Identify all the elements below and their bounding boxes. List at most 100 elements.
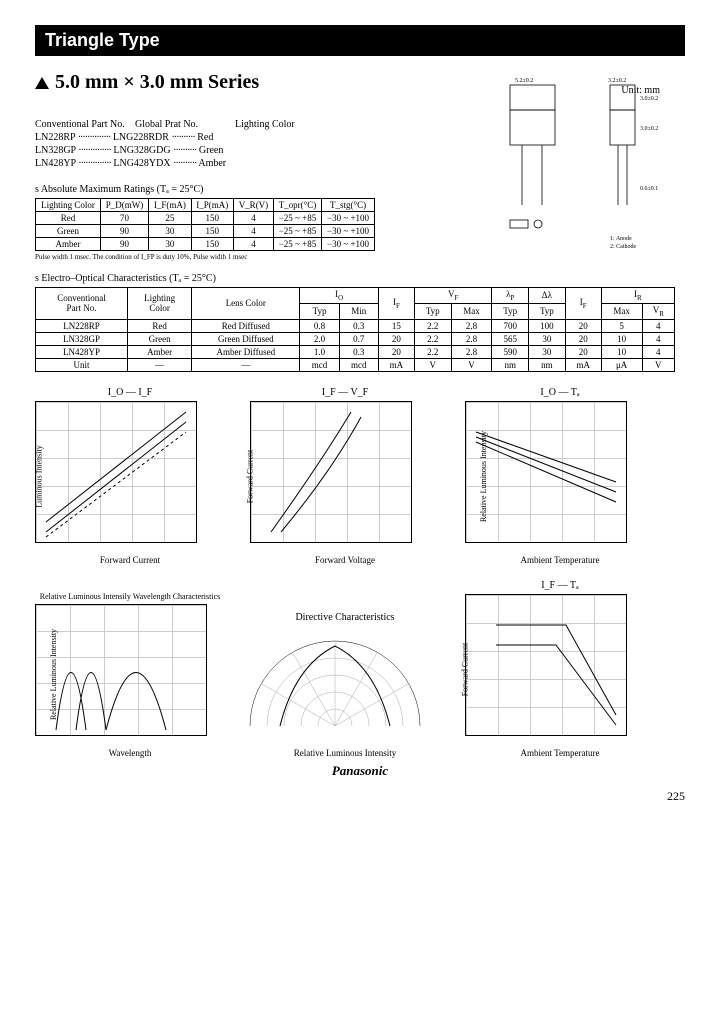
- eh5: VF: [414, 288, 491, 304]
- e10: LN328GP: [36, 332, 128, 345]
- chart-6: I_F — Tₐ Forward Current Ambient Tempera…: [465, 580, 655, 758]
- p2g: LNG428YDX: [113, 158, 170, 169]
- c3x: Ambient Temperature: [465, 555, 655, 565]
- r16: −30 ~ +100: [322, 225, 375, 238]
- header-bar: Triangle Type: [35, 25, 685, 56]
- e21: Amber: [128, 345, 192, 358]
- r26: −30 ~ +100: [322, 238, 375, 251]
- p1g: LNG328GDG: [113, 145, 170, 156]
- e211: 10: [601, 345, 642, 358]
- p1c: LN328GP: [35, 145, 76, 156]
- e35: mA: [378, 358, 414, 371]
- eh4: IF: [378, 288, 414, 320]
- eh11: Min: [339, 303, 378, 319]
- eh6: λP: [492, 288, 529, 304]
- e37: V: [451, 358, 492, 371]
- r10: Green: [36, 225, 101, 238]
- triangle-icon: [35, 77, 49, 89]
- eh8: IF: [565, 288, 601, 320]
- e112: 4: [642, 332, 674, 345]
- c1-title: I_O — I_F: [35, 387, 225, 398]
- e05: 15: [378, 319, 414, 332]
- rh0: Lighting Color: [36, 199, 101, 212]
- svg-text:1: Anode: 1: Anode: [610, 236, 632, 242]
- r24: 4: [234, 238, 274, 251]
- e04: 0.3: [339, 319, 378, 332]
- r05: −25 ~ +85: [273, 212, 321, 225]
- svg-text:5.2±0.2: 5.2±0.2: [515, 78, 533, 84]
- e02: Red Diffused: [192, 319, 300, 332]
- c6-plot: Forward Current: [465, 594, 627, 736]
- e03: 0.8: [300, 319, 339, 332]
- header-conv: Conventional Part No.: [35, 119, 135, 130]
- c2-title: I_F — V_F: [250, 387, 440, 398]
- e00: LN228RP: [36, 319, 128, 332]
- e24: 0.3: [339, 345, 378, 358]
- e30: Unit: [36, 358, 128, 371]
- e36: V: [414, 358, 451, 371]
- e07: 2.8: [451, 319, 492, 332]
- e15: 20: [378, 332, 414, 345]
- e31: —: [128, 358, 192, 371]
- c6x: Ambient Temperature: [465, 748, 655, 758]
- e26: 2.2: [414, 345, 451, 358]
- svg-text:3.0±0.2: 3.0±0.2: [640, 96, 658, 102]
- e29: 30: [529, 345, 566, 358]
- r25: −25 ~ +85: [273, 238, 321, 251]
- e111: 10: [601, 332, 642, 345]
- c2-plot: Forward Current: [250, 401, 412, 543]
- r03: 150: [191, 212, 233, 225]
- charts-row-1: I_O — I_F Luminous Intensity Forward Cur…: [35, 387, 685, 565]
- c1x: Forward Current: [35, 555, 225, 565]
- dots: ··········: [173, 145, 196, 156]
- eh2: Lens Color: [192, 288, 300, 320]
- e09: 100: [529, 319, 566, 332]
- eh13: Max: [451, 303, 492, 319]
- e011: 5: [601, 319, 642, 332]
- e13: 2.0: [300, 332, 339, 345]
- e110: 20: [565, 332, 601, 345]
- svg-text:2: Cathode: 2: Cathode: [610, 244, 636, 250]
- c4x: Wavelength: [35, 748, 225, 758]
- e210: 20: [565, 345, 601, 358]
- svg-text:3.2±0.2: 3.2±0.2: [608, 78, 626, 84]
- header-global: Global Prat No.: [135, 119, 235, 130]
- r01: 70: [100, 212, 148, 225]
- svg-text:0.6±0.1: 0.6±0.1: [640, 186, 658, 192]
- e312: V: [642, 358, 674, 371]
- e311: μA: [601, 358, 642, 371]
- r13: 150: [191, 225, 233, 238]
- dimension-diagram: 5.2±0.2 3.2±0.2 3.0±0.2 3.0±0.2 0.6±0.1 …: [480, 75, 680, 255]
- c4-plot: Relative Luminous Intensity: [35, 604, 207, 736]
- dots: ··············: [78, 145, 111, 156]
- c1-plot: Luminous Intensity: [35, 401, 197, 543]
- e212: 4: [642, 345, 674, 358]
- eh9: IR: [601, 288, 674, 304]
- c4-title: Relative Luminous Intensily Wavelength C…: [35, 592, 225, 601]
- page-number: 225: [35, 789, 685, 804]
- chart-3: I_O — Tₐ Relative Luminous Intensity Amb…: [465, 387, 655, 565]
- e27: 2.8: [451, 345, 492, 358]
- eh0: ConventionalPart No.: [36, 288, 128, 320]
- e08: 700: [492, 319, 529, 332]
- e19: 30: [529, 332, 566, 345]
- eh3: IO: [300, 288, 378, 304]
- p0c: LN228RP: [35, 132, 75, 143]
- e17: 2.8: [451, 332, 492, 345]
- eh12: Typ: [414, 303, 451, 319]
- eh14: Typ: [492, 303, 529, 319]
- r22: 30: [149, 238, 191, 251]
- ratings-table: Lighting ColorP_D(mW)I_F(mA)I_P(mA)V_R(V…: [35, 198, 375, 251]
- r06: −30 ~ +100: [322, 212, 375, 225]
- charts-row-2: Relative Luminous Intensily Wavelength C…: [35, 580, 685, 758]
- chart-1: I_O — I_F Luminous Intensity Forward Cur…: [35, 387, 225, 565]
- chart-5: Directive Characteristics Relative Lumin…: [245, 612, 445, 758]
- rh2: I_F(mA): [149, 199, 191, 212]
- c5-title: Directive Characteristics: [245, 612, 445, 623]
- e010: 20: [565, 319, 601, 332]
- e01: Red: [128, 319, 192, 332]
- eh16: Max: [601, 303, 642, 319]
- dots: ··············: [78, 132, 111, 143]
- e33: mcd: [300, 358, 339, 371]
- eh1: LightingColor: [128, 288, 192, 320]
